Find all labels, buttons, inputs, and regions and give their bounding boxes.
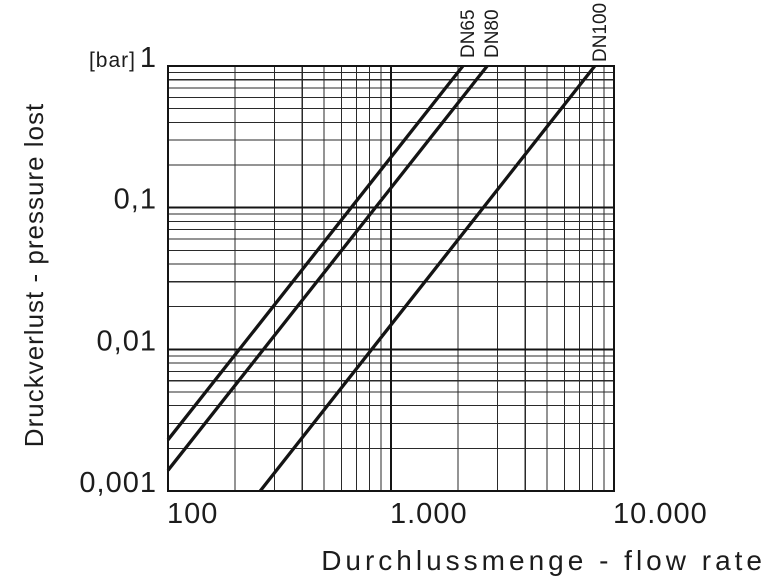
y-tick-label-3: 0,001: [79, 467, 157, 499]
x-axis-title: Durchlussmenge - flow rate: [321, 545, 766, 576]
y-tick-label-0: 1: [140, 42, 157, 74]
x-tick-label-1: 1.000: [390, 498, 468, 530]
series-label-dn80: DN80: [482, 9, 503, 58]
chart-labels: DN65 DN80 DN100 1 0,1 0,01 0,001 [bar] 100 1.000 1…: [19, 3, 766, 576]
plot-border: [167, 65, 615, 492]
y-tick-label-1: 0,1: [114, 184, 157, 216]
y-axis-title: Druckverlust - pressure lost: [19, 103, 49, 447]
series-line-dn80: [166, 64, 489, 472]
y-tick-label-2: 0,01: [97, 325, 157, 357]
series-line-dn100: [258, 64, 597, 493]
series-label-dn100: DN100: [590, 3, 611, 62]
x-tick-label-2: 10.000: [613, 498, 708, 530]
series-lines: [166, 64, 597, 493]
plot-frame: [167, 65, 615, 492]
series-line-dn65: [166, 64, 465, 441]
y-axis-unit-label: [bar]: [89, 49, 136, 72]
x-tick-label-0: 100: [167, 498, 218, 530]
series-label-dn65: DN65: [458, 9, 479, 58]
